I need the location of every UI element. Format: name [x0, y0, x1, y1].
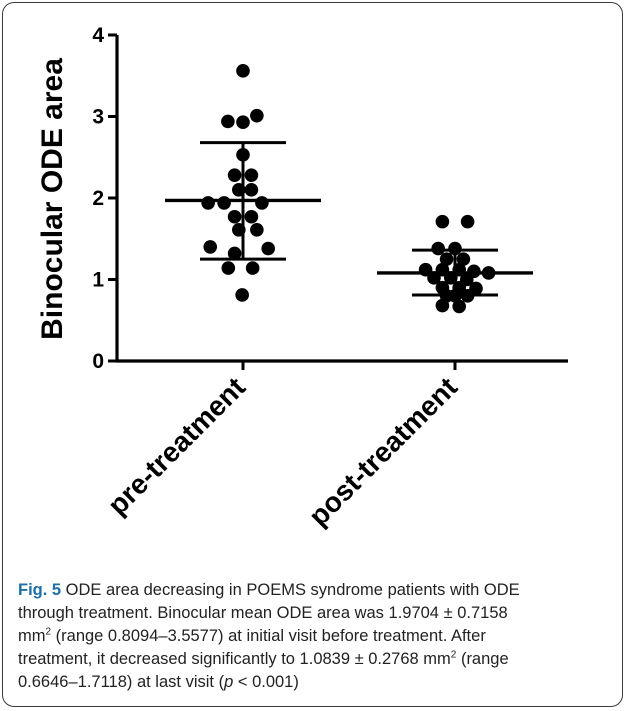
caption-line-2: through treatment. Binocular mean ODE ar…	[18, 604, 508, 622]
data-point	[227, 246, 242, 261]
data-point	[250, 108, 264, 123]
data-point	[431, 241, 446, 256]
data-point	[236, 64, 250, 78]
scatter-dot-plot: 0 1 2 3 4 pre-treatment post-treatment Binocu…	[36, 24, 568, 532]
y-axis-label: Binocular ODE area	[36, 58, 69, 340]
x-category-label: pre-treatment	[102, 371, 252, 521]
data-point	[456, 252, 471, 266]
caption-line-4a: treatment, it decreased significantly to…	[18, 650, 451, 668]
caption-line-3-sup: 2	[45, 626, 52, 638]
caption-line-3a: mm	[18, 627, 46, 645]
data-point	[232, 183, 246, 197]
data-point	[236, 148, 250, 162]
x-category-label: post-treatment	[303, 371, 464, 532]
caption-line-5a: 0.6646–1.7118) at last visit (	[18, 673, 225, 691]
data-point	[448, 241, 462, 256]
data-point	[448, 289, 462, 303]
figure-number: Fig. 5	[18, 581, 62, 599]
x-category-labels: pre-treatment post-treatment	[102, 371, 464, 532]
data-point	[244, 209, 259, 224]
y-tick-label: 0	[92, 350, 104, 373]
data-point	[435, 214, 450, 229]
data-point	[439, 252, 454, 266]
y-ticks: 0 1 2 3 4	[92, 24, 117, 373]
data-point	[203, 240, 218, 254]
data-point	[435, 298, 450, 313]
data-point	[221, 261, 236, 275]
caption-p-value-symbol: p	[224, 673, 234, 691]
data-point	[236, 115, 250, 130]
data-point	[227, 209, 242, 224]
data-point	[232, 222, 246, 237]
data-point	[227, 168, 242, 182]
data-point	[217, 196, 231, 210]
caption-line-5b: < 0.001)	[233, 673, 299, 691]
data-point	[201, 196, 215, 210]
data-groups	[165, 64, 533, 314]
data-point	[244, 183, 259, 197]
data-point	[235, 288, 249, 302]
group-post-treatment	[377, 214, 533, 314]
axes	[115, 35, 568, 370]
caption-line-1: ODE area decreasing in POEMS syndrome pa…	[61, 581, 520, 599]
data-point	[245, 261, 260, 275]
caption-line-4-sup: 2	[450, 649, 457, 661]
data-point	[261, 241, 276, 256]
figure-caption: Fig. 5 ODE area decreasing in POEMS synd…	[18, 579, 608, 694]
data-point	[250, 222, 264, 237]
caption-line-3b: (range 0.8094–3.5577) at initial visit b…	[51, 627, 486, 645]
y-tick-label: 4	[92, 24, 104, 47]
data-point	[255, 196, 269, 210]
data-point	[452, 299, 467, 314]
data-point	[460, 214, 475, 229]
y-tick-label: 1	[92, 269, 104, 292]
data-point	[460, 289, 475, 303]
group-pre-treatment	[165, 64, 321, 302]
data-point	[244, 168, 259, 182]
y-tick-label: 3	[92, 106, 104, 129]
y-tick-label: 2	[92, 187, 104, 210]
data-point	[221, 114, 235, 129]
caption-line-4b: (range	[456, 650, 509, 668]
